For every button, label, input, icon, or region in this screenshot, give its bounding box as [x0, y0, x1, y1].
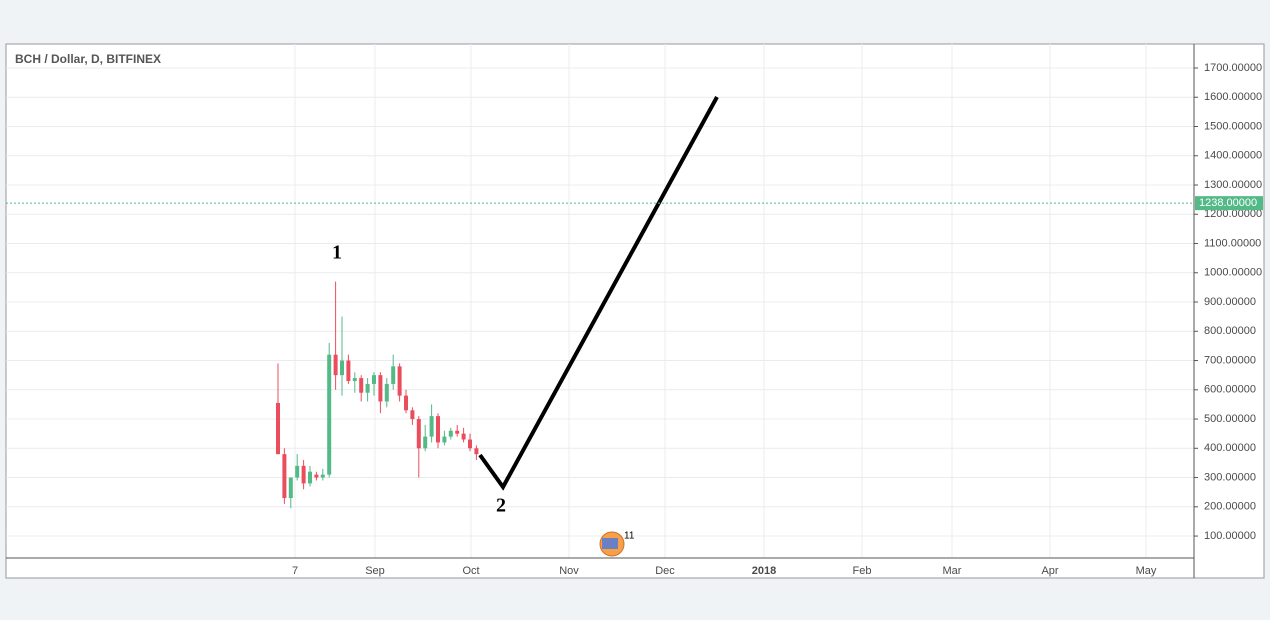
y-tick-label: 1700.00000: [1204, 62, 1262, 74]
event-badge: 11: [624, 531, 635, 542]
chart-title: BCH / Dollar, D, BITFINEX: [15, 52, 161, 66]
candle-body: [327, 354, 332, 475]
candle-body: [365, 383, 370, 393]
candle-body: [455, 430, 460, 434]
candle-body: [352, 378, 357, 382]
marks: [276, 281, 479, 509]
y-tick-label: 1600.00000: [1204, 91, 1262, 103]
annotation: 1: [332, 242, 342, 264]
y-tick-label: 1100.00000: [1204, 237, 1261, 249]
x-tick-label: Oct: [462, 565, 479, 577]
candle-body: [282, 454, 287, 499]
candle-body: [468, 439, 472, 449]
candle-body: [308, 471, 312, 484]
y-tick-label: 400.00000: [1204, 442, 1256, 454]
y-tick-label: 200.00000: [1204, 501, 1256, 513]
y-tick-label: 100.00000: [1204, 530, 1256, 542]
candle-body: [474, 448, 479, 455]
price-label: 1238.00000: [1199, 197, 1257, 209]
x-tick-label: Apr: [1041, 565, 1058, 577]
candle-body: [397, 366, 402, 396]
x-tick-label: Nov: [559, 565, 579, 577]
candle-body: [448, 430, 453, 437]
candle-body: [359, 378, 364, 393]
candle-body: [346, 360, 351, 382]
candle-body: [436, 416, 440, 443]
event-flag: [602, 538, 618, 549]
x-tick-label: Dec: [655, 565, 675, 577]
y-tick-label: 300.00000: [1204, 471, 1256, 483]
x-tick-label: 2018: [752, 565, 776, 577]
candle-body: [340, 360, 344, 376]
candle-body: [416, 419, 421, 449]
y-tick-label: 1000.00000: [1204, 267, 1262, 279]
x-tick-label: Mar: [943, 565, 962, 577]
annotation: 2: [496, 495, 506, 517]
candle-body: [442, 436, 447, 443]
y-tick-label: 1500.00000: [1204, 120, 1262, 132]
y-tick-label: 600.00000: [1204, 384, 1256, 396]
y-tick-label: 1400.00000: [1204, 150, 1262, 162]
grid: [6, 44, 1194, 558]
candle-body: [288, 477, 293, 499]
x-tick-label: 7: [292, 565, 298, 577]
candle-body: [391, 366, 396, 384]
drawn-line: [478, 96, 719, 491]
candle-body: [461, 433, 466, 440]
x-tick-label: Feb: [853, 565, 872, 577]
y-tick-label: 1300.00000: [1204, 179, 1262, 191]
y-tick-label: 800.00000: [1204, 325, 1256, 337]
candle-body: [301, 465, 306, 484]
chart-frame: [5, 43, 1265, 579]
candle-body: [429, 416, 434, 437]
candle-body: [384, 383, 389, 402]
y-tick-label: 500.00000: [1204, 413, 1256, 425]
price-label-box: [1195, 196, 1263, 211]
y-tick-label: 900.00000: [1204, 296, 1256, 308]
candle-body: [410, 410, 415, 420]
candle-body: [320, 474, 325, 478]
candle-body: [314, 474, 319, 478]
candle-body: [404, 395, 408, 411]
candle-body: [276, 402, 280, 455]
x-tick-label: Sep: [365, 565, 385, 577]
y-tick-label: 700.00000: [1204, 354, 1256, 366]
candle-body: [423, 436, 428, 449]
x-tick-label: May: [1136, 565, 1157, 577]
candle-body: [372, 375, 376, 384]
y-tick-label: 1200.00000: [1204, 208, 1262, 220]
candle-body: [333, 354, 338, 376]
candle-body: [378, 375, 383, 402]
candle-body: [295, 465, 300, 478]
